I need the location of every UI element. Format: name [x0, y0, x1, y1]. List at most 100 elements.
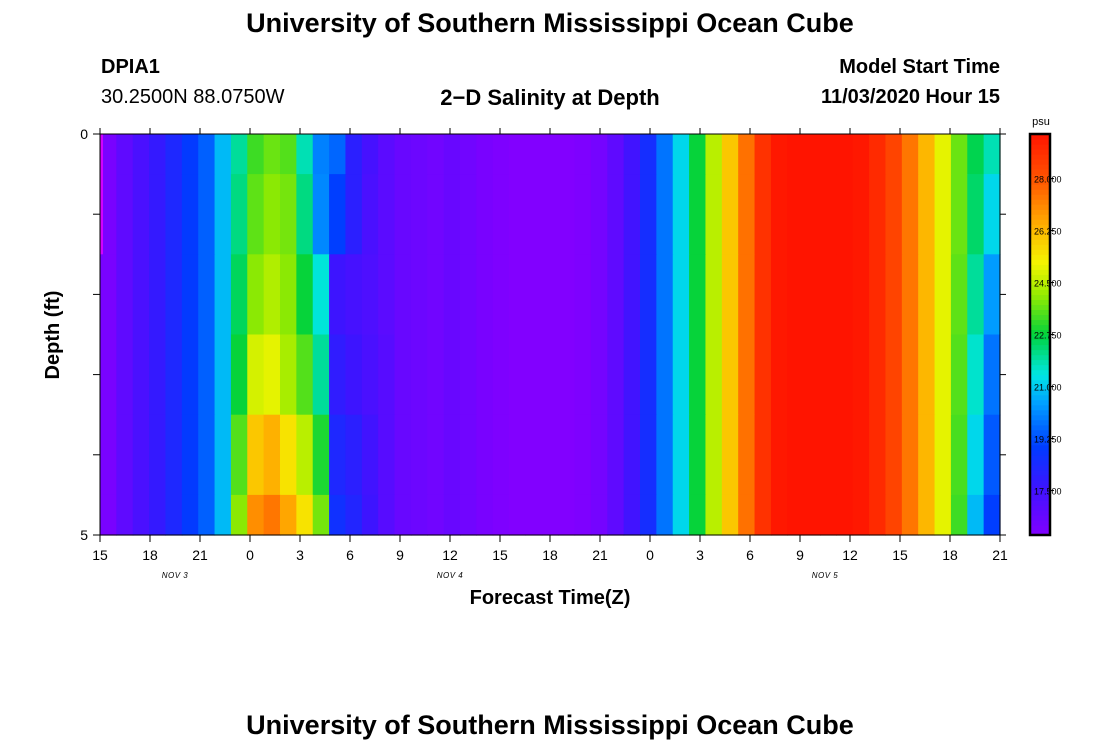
heatmap-cell — [770, 414, 788, 496]
heatmap-cell — [558, 414, 576, 496]
y-tick-label: 5 — [80, 527, 88, 543]
heatmap-cell — [721, 334, 739, 416]
x-tick-label: 0 — [246, 547, 254, 563]
heatmap-cell — [181, 334, 199, 416]
colorbar-segment — [1030, 304, 1050, 311]
heatmap-cell — [165, 414, 183, 496]
heatmap-cell — [983, 494, 1001, 536]
heatmap-cell — [803, 494, 821, 536]
heatmap-cell — [492, 334, 510, 416]
heatmap-cell — [836, 174, 854, 255]
heatmap-cell — [312, 414, 330, 496]
heatmap-cell — [672, 414, 690, 496]
heatmap-cell — [590, 134, 608, 175]
heatmap-cell — [558, 334, 576, 416]
heatmap-cell — [427, 174, 445, 255]
colorbar-segment — [1030, 329, 1050, 336]
heatmap-cell — [852, 174, 870, 255]
heatmap-cell — [934, 494, 952, 536]
heatmap-cell — [770, 134, 788, 175]
colorbar-segment — [1030, 159, 1050, 165]
heatmap-cell — [198, 334, 216, 416]
heatmap-cell — [705, 254, 723, 336]
heatmap-cell — [901, 174, 919, 255]
heatmap-cell — [345, 134, 363, 175]
heatmap-cell — [754, 414, 772, 496]
colorbar-segment — [1030, 389, 1050, 396]
heatmap-cell — [214, 254, 232, 336]
heatmap-cell — [574, 334, 592, 416]
heatmap-cell — [787, 334, 805, 416]
colorbar-segment — [1030, 529, 1050, 536]
heatmap-cell — [460, 414, 477, 496]
heatmap-cell — [476, 334, 494, 416]
heatmap-cell — [100, 414, 117, 496]
colorbar-segment — [1030, 194, 1050, 200]
colorbar-segment — [1030, 219, 1050, 225]
colorbar-segment — [1030, 209, 1050, 215]
colorbar-segment — [1030, 299, 1050, 306]
colorbar-segment — [1030, 204, 1050, 210]
heatmap-cell — [754, 134, 772, 175]
heatmap-cell — [410, 134, 428, 175]
heatmap-cell — [689, 254, 707, 336]
heatmap-cell — [230, 334, 248, 416]
heatmap-cell — [918, 334, 936, 416]
heatmap-cell — [378, 494, 396, 536]
heatmap-cell — [476, 414, 494, 496]
heatmap-cell — [263, 334, 281, 416]
heatmap-cell — [934, 254, 952, 336]
heatmap-cell — [967, 134, 985, 175]
heatmap-cell — [394, 174, 412, 255]
y-axis: 05 — [80, 126, 1006, 543]
heatmap-cell — [623, 494, 641, 536]
colorbar-segment — [1030, 354, 1050, 361]
x-tick-label: 18 — [142, 547, 158, 563]
colorbar-segment — [1030, 429, 1050, 436]
heatmap-cell — [280, 254, 297, 336]
heatmap-cell — [296, 254, 314, 336]
heatmap-cell — [460, 494, 477, 536]
heatmap-cell — [721, 494, 739, 536]
heatmap-cell — [869, 174, 887, 255]
heatmap-cell — [100, 494, 117, 536]
x-tick-label: 3 — [296, 547, 304, 563]
heatmap-cell — [607, 494, 625, 536]
heatmap-cell — [836, 414, 854, 496]
heatmap-cell — [836, 334, 854, 416]
heatmap-cell — [100, 134, 117, 175]
heatmap-cell — [787, 254, 805, 336]
colorbar-segment — [1030, 384, 1050, 391]
heatmap-cell — [345, 174, 363, 255]
heatmap-cell — [672, 334, 690, 416]
heatmap-cell — [181, 134, 199, 175]
colorbar-segment — [1030, 244, 1050, 250]
heatmap-cell — [574, 494, 592, 536]
heatmap-cell — [443, 174, 461, 255]
colorbar-segment — [1030, 369, 1050, 376]
heatmap-cell — [950, 254, 968, 336]
heatmap-cell — [787, 174, 805, 255]
heatmap-cell — [378, 174, 396, 255]
heatmap-cell — [656, 414, 674, 496]
heatmap-cell — [149, 414, 167, 496]
heatmap-cell — [705, 134, 723, 175]
x-tick-label: 6 — [346, 547, 354, 563]
heatmap-cell — [950, 494, 968, 536]
heatmap-cell — [116, 414, 134, 496]
heatmap-cell — [443, 414, 461, 496]
heatmap-cell — [525, 174, 543, 255]
colorbar-segment — [1030, 364, 1050, 371]
heatmap-cell — [623, 334, 641, 416]
heatmap-cell — [410, 494, 428, 536]
heatmap-cell — [394, 254, 412, 336]
colorbar-label: 22.750 — [1034, 331, 1062, 341]
heatmap-cell — [656, 334, 674, 416]
heatmap-cell — [394, 414, 412, 496]
heatmap-cell — [280, 414, 297, 496]
heatmap-cell — [820, 174, 837, 255]
colorbar-segment — [1030, 169, 1050, 175]
heatmap-cell — [296, 134, 314, 175]
heatmap-cell — [443, 334, 461, 416]
date-label: NOV 3 — [162, 571, 189, 580]
